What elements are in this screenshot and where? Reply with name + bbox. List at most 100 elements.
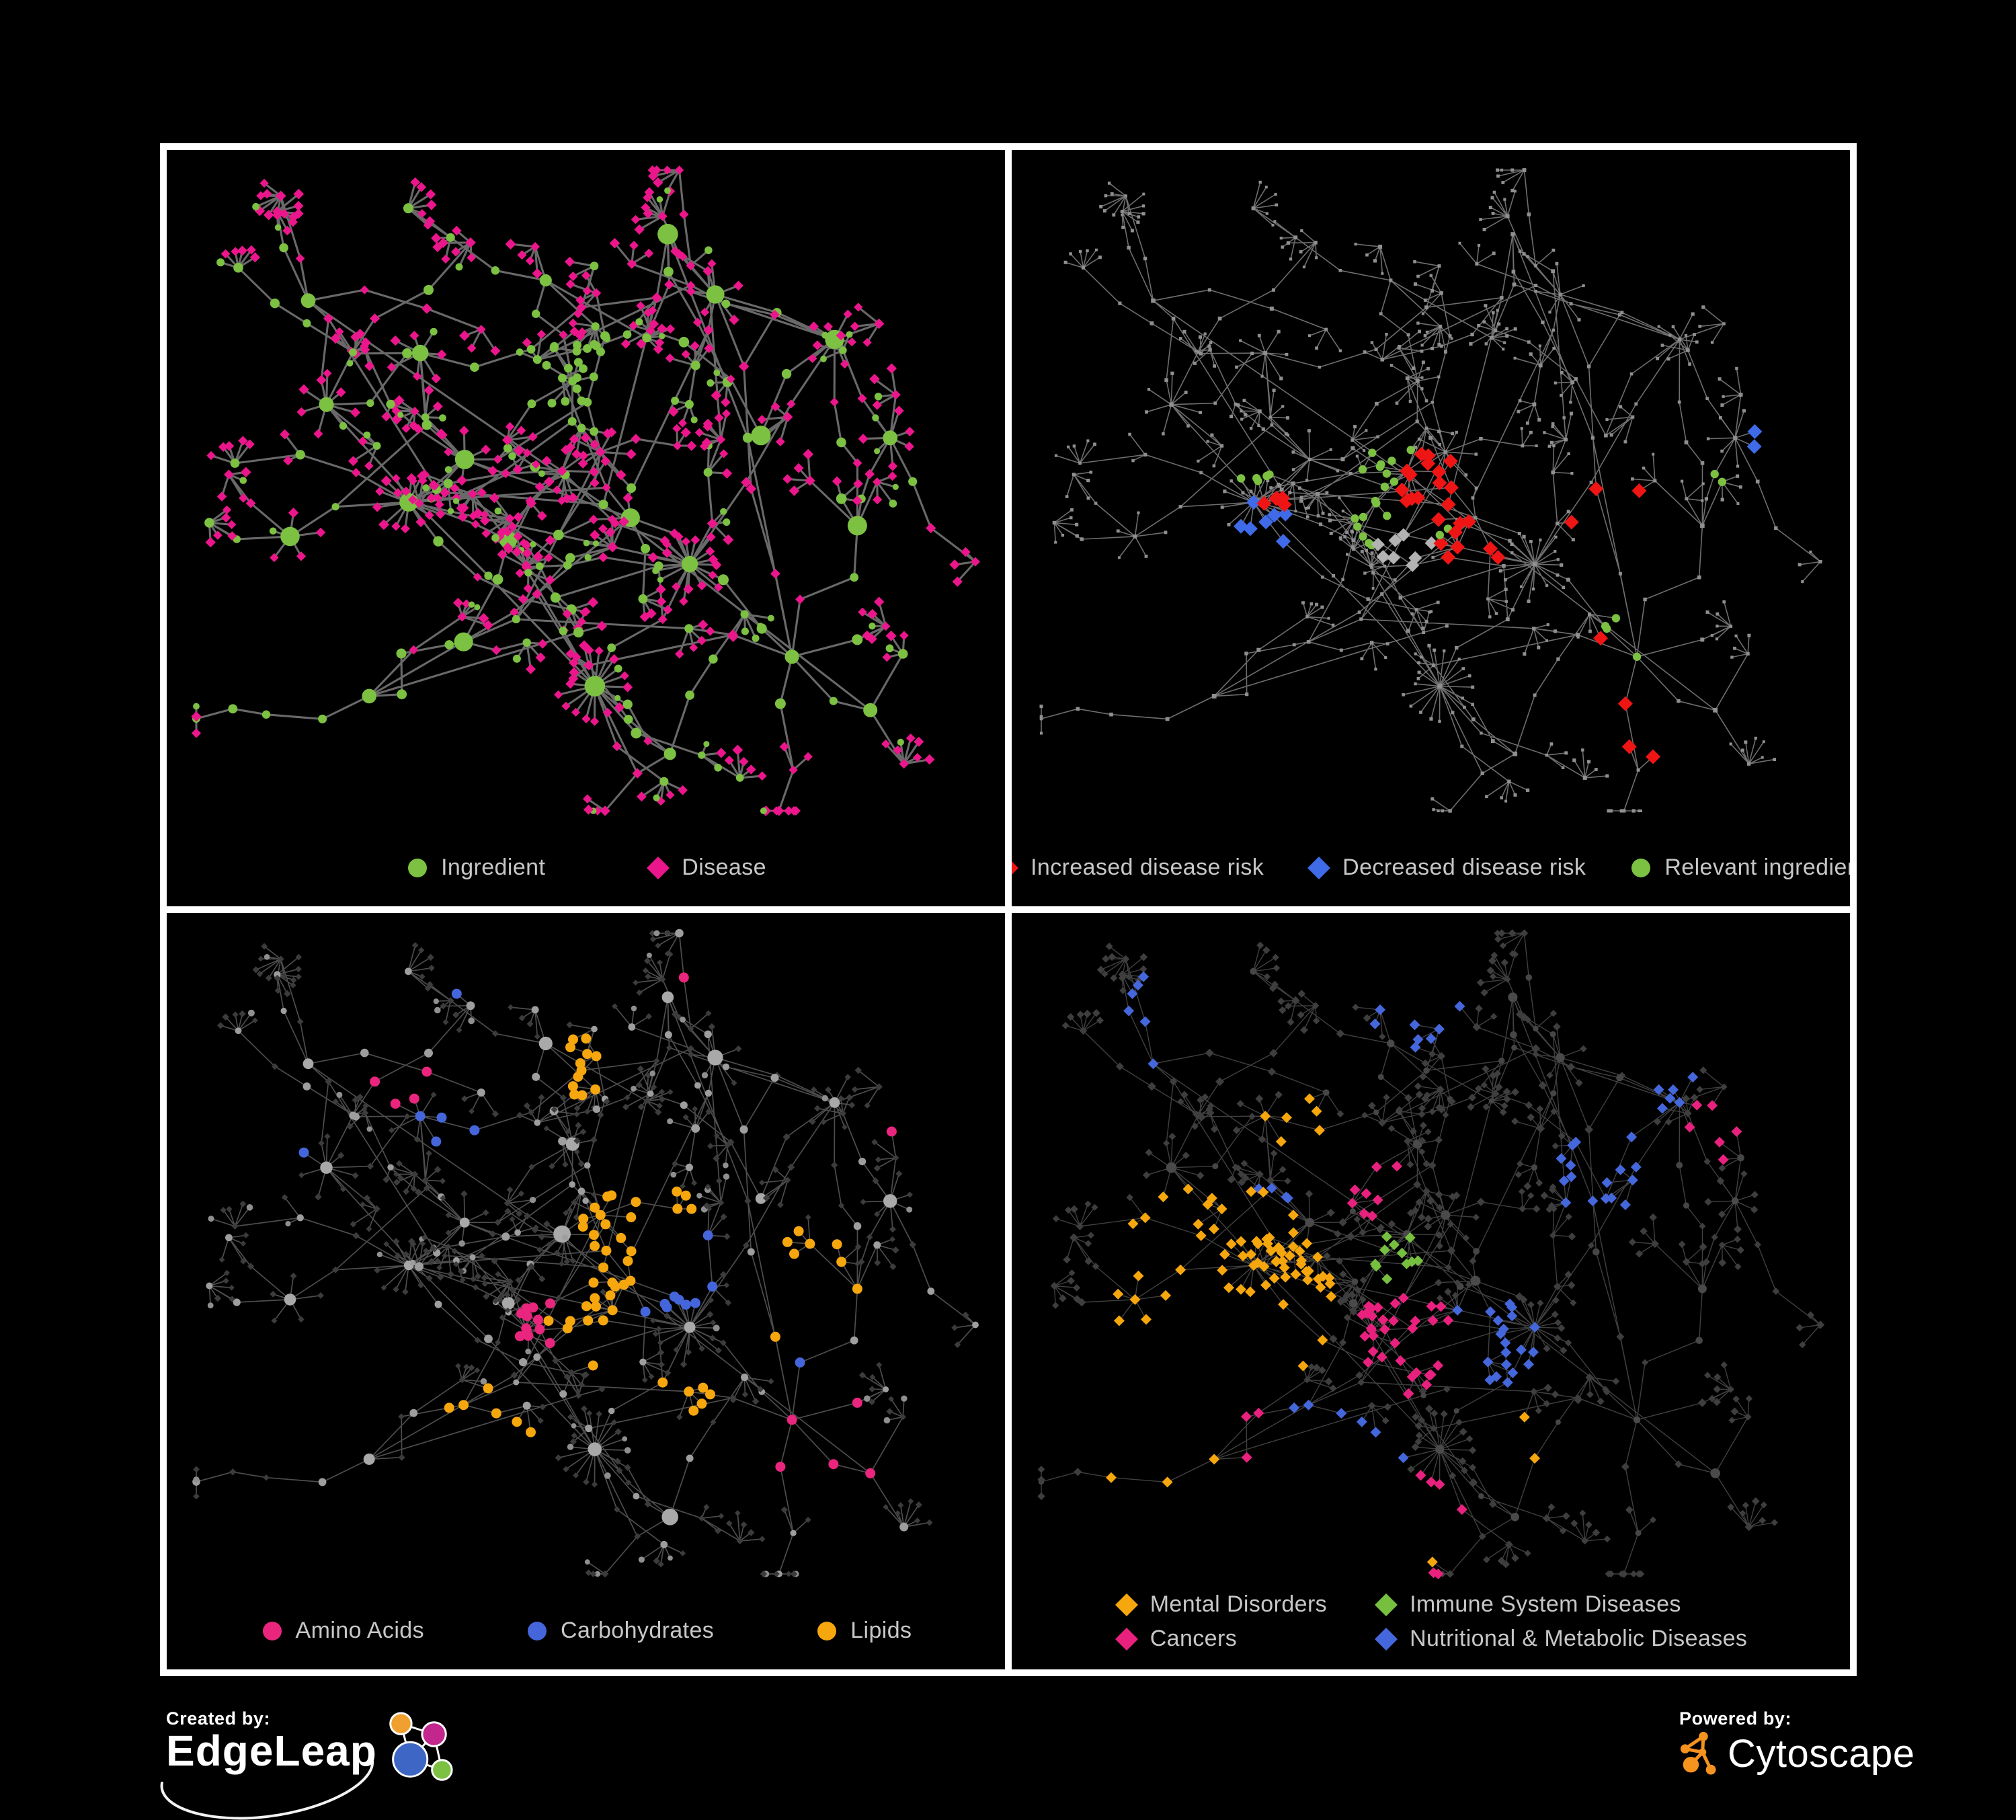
graph-node (655, 1326, 662, 1333)
edgeleap-wordmark: EdgeLeap (166, 1727, 377, 1775)
graph-node (1141, 204, 1145, 208)
graph-node (1232, 1126, 1241, 1134)
graph-node (1518, 249, 1522, 253)
graph-node (575, 1392, 582, 1399)
graph-node (1742, 1501, 1749, 1509)
graph-node (229, 1285, 235, 1291)
graph-node (1529, 540, 1533, 543)
graph-node (1381, 272, 1384, 275)
graph-node (1424, 426, 1428, 430)
graph-node (424, 1048, 433, 1058)
graph-node (208, 1216, 214, 1222)
graph-node (1605, 1570, 1613, 1578)
graph-node (417, 475, 428, 485)
graph-node (339, 1185, 347, 1193)
legend-disease-risk: Increased disease risk Decreased disease … (1012, 855, 1850, 881)
graph-node (1280, 1271, 1291, 1283)
graph-node (629, 241, 639, 250)
graph-node (1463, 705, 1466, 709)
graph-node (1736, 465, 1740, 468)
graph-node (1471, 717, 1476, 721)
graph-node (1246, 1249, 1256, 1260)
graph-node (415, 1262, 424, 1271)
circle-marker (817, 1621, 837, 1640)
graph-node (1818, 559, 1822, 564)
graph-node (1128, 432, 1131, 436)
graph-node (459, 330, 470, 342)
graph-node (1291, 468, 1295, 471)
graph-node (1560, 563, 1564, 567)
graph-node (1368, 1101, 1376, 1110)
graph-node (1486, 597, 1490, 601)
graph-node (1356, 1416, 1367, 1427)
graph-node-layer (1039, 168, 1822, 813)
graph-node (690, 416, 698, 424)
graph-node (691, 1124, 700, 1133)
graph-node (785, 1571, 792, 1577)
graph-node (1381, 1231, 1392, 1242)
graph-node (1307, 457, 1312, 461)
graph-node (1414, 1421, 1423, 1430)
graph-node (1402, 1388, 1414, 1400)
graph-node (734, 1510, 741, 1516)
graph-node (850, 573, 859, 582)
graph-node (1409, 1019, 1420, 1031)
graph-node (216, 491, 227, 502)
graph-node (457, 612, 467, 622)
graph-node (1113, 1315, 1125, 1327)
graph-node (1684, 1121, 1695, 1133)
graph-node (625, 1479, 632, 1486)
graph-node (1552, 347, 1556, 350)
graph-node (843, 309, 852, 319)
graph-node (685, 1163, 693, 1171)
graph-node (1522, 168, 1527, 172)
graph-node (1429, 717, 1433, 721)
graph-node (1348, 471, 1353, 475)
graph-node (1275, 1091, 1283, 1099)
graph-node (1569, 411, 1574, 416)
graph-node (264, 209, 274, 221)
graph-node (534, 1119, 541, 1126)
graph-node (191, 711, 202, 722)
graph-node (1428, 1161, 1437, 1170)
graph-node (777, 1201, 784, 1208)
graph-node (1511, 1044, 1517, 1051)
graph-node (1250, 967, 1257, 975)
graph-node (1331, 623, 1335, 627)
graph-node (1052, 1215, 1060, 1222)
graph-node (522, 638, 531, 647)
graph-node (836, 493, 847, 504)
graph-node (1701, 499, 1704, 502)
graph-node (298, 1316, 305, 1323)
graph-node (1554, 535, 1558, 539)
graph-node (1286, 416, 1289, 420)
graph-node (1196, 350, 1200, 354)
graph-node (245, 439, 255, 450)
legend-label: Nutritional & Metabolic Diseases (1410, 1626, 1748, 1651)
graph-node (1263, 351, 1268, 356)
graph-node (699, 441, 709, 451)
graph-node (604, 1472, 611, 1479)
graph-node (1336, 469, 1340, 473)
graph-node (1406, 558, 1420, 572)
graph-node (600, 456, 611, 467)
graph-node (1037, 1492, 1045, 1501)
graph-node (636, 338, 647, 349)
graph-node (1338, 1218, 1347, 1227)
graph-node (883, 1504, 889, 1510)
graph-node (415, 516, 426, 528)
graph-node (1718, 1210, 1726, 1218)
graph-node (417, 209, 427, 219)
graph-node (616, 1232, 627, 1243)
graph-node (313, 429, 323, 439)
graph-node (759, 1179, 765, 1186)
graph-node (686, 1454, 694, 1462)
graph-node (323, 368, 332, 378)
graph-node (1361, 1188, 1372, 1199)
graph-node (1139, 1016, 1151, 1027)
graph-node (705, 627, 715, 636)
graph-node (274, 224, 282, 231)
graph-node (1500, 1347, 1512, 1358)
graph-node (1555, 262, 1559, 266)
graph-node (389, 1127, 395, 1134)
